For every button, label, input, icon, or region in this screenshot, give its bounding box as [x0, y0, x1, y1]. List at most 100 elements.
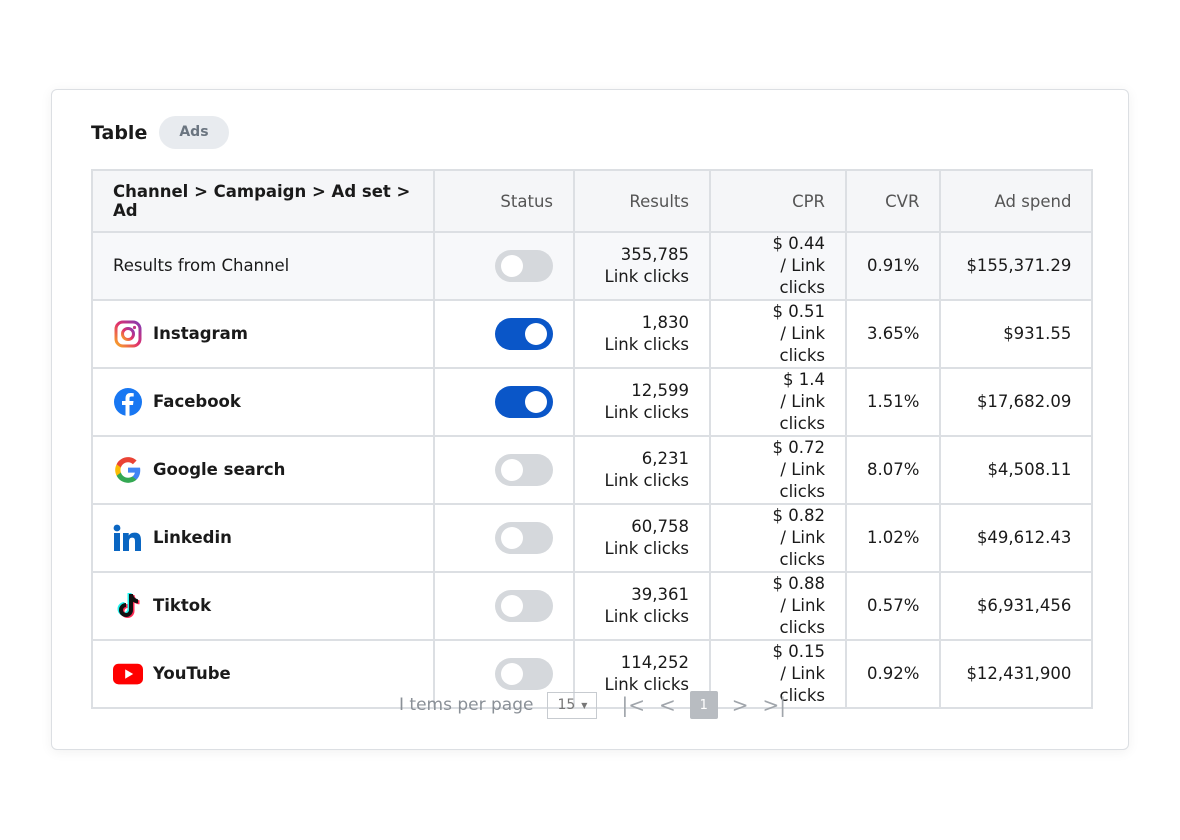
table-row: Linkedin 60,758 Link clicks $ 0.82 / Link …: [91, 503, 1094, 573]
status-toggle[interactable]: [495, 590, 553, 622]
page-button-current[interactable]: 1: [689, 691, 718, 719]
cvr-cell: 3.65%: [844, 299, 942, 369]
results-cell: 39,361 Link clicks: [573, 571, 711, 641]
cpr-unit: / Link clicks: [779, 664, 825, 705]
status-cell: [433, 639, 575, 709]
cvr-cell: 0.57%: [844, 571, 942, 641]
channel-name[interactable]: Facebook: [153, 392, 241, 411]
status-cell: [433, 231, 575, 301]
google-icon: [113, 455, 143, 485]
cpr-cell: $ 0.15 / Link clicks: [709, 639, 847, 709]
last-page-icon[interactable]: >|: [762, 693, 787, 717]
prev-page-icon[interactable]: <: [658, 693, 676, 717]
results-value: 12,599: [631, 381, 689, 400]
cpr-value: $ 0.72: [772, 438, 825, 457]
cpr-cell: $ 0.44 / Link clicks: [709, 231, 847, 301]
results-value: 39,361: [631, 585, 689, 604]
pagination: I tems per page 15 ▼ |< < 1 > >|: [399, 691, 786, 719]
channel-cell: Results from Channel: [91, 231, 435, 301]
ad-spend-cell: $931.55: [939, 299, 1094, 369]
channel-cell: Instagram: [91, 299, 435, 369]
cpr-value: $ 0.82: [772, 506, 825, 525]
items-per-page-value: 15: [557, 697, 576, 713]
status-toggle[interactable]: [495, 454, 553, 486]
cpr-value: $ 0.44: [772, 234, 825, 253]
status-cell: [433, 571, 575, 641]
ad-spend-cell: $49,612.43: [939, 503, 1094, 573]
status-toggle[interactable]: [495, 386, 553, 418]
results-unit: Link clicks: [604, 675, 690, 694]
channel-name[interactable]: Google search: [153, 460, 286, 479]
col-results[interactable]: Results: [573, 169, 711, 233]
results-cell: 355,785 Link clicks: [573, 231, 711, 301]
channel-cell: Tiktok: [91, 571, 435, 641]
results-cell: 12,599 Link clicks: [573, 367, 711, 437]
results-unit: Link clicks: [604, 471, 690, 490]
results-value: 60,758: [631, 517, 689, 536]
channel-name[interactable]: Tiktok: [153, 596, 212, 615]
items-per-page-select[interactable]: 15 ▼: [547, 691, 598, 719]
data-table: Channel > Campaign > Ad set > Ad Status …: [91, 169, 1094, 709]
results-cell: 60,758 Link clicks: [573, 503, 711, 573]
cvr-cell: 1.51%: [844, 367, 942, 437]
summary-row: Results from Channel 355,785 Link clicks …: [91, 231, 1094, 301]
status-toggle[interactable]: [495, 250, 553, 282]
results-value: 355,785: [620, 245, 689, 264]
status-toggle[interactable]: [495, 522, 553, 554]
status-cell: [433, 503, 575, 573]
page-title: Table: [91, 121, 148, 144]
youtube-icon: [113, 659, 143, 689]
channel-name: Results from Channel: [113, 256, 290, 275]
cpr-cell: $ 0.72 / Link clicks: [709, 435, 847, 505]
channel-name[interactable]: Instagram: [153, 324, 249, 343]
status-cell: [433, 435, 575, 505]
ad-spend-cell: $4,508.11: [939, 435, 1094, 505]
results-unit: Link clicks: [604, 335, 690, 354]
cpr-unit: / Link clicks: [779, 528, 825, 569]
results-value: 1,830: [641, 313, 689, 332]
results-value: 114,252: [620, 653, 689, 672]
cpr-cell: $ 0.88 / Link clicks: [709, 571, 847, 641]
cvr-cell: 1.02%: [844, 503, 942, 573]
cpr-value: $ 0.88: [772, 574, 825, 593]
channel-cell: Facebook: [91, 367, 435, 437]
col-channel[interactable]: Channel > Campaign > Ad set > Ad: [91, 169, 435, 233]
cpr-value: $ 0.15: [772, 642, 825, 661]
results-cell: 1,830 Link clicks: [573, 299, 711, 369]
results-cell: 114,252 Link clicks: [573, 639, 711, 709]
channel-name[interactable]: YouTube: [153, 664, 231, 683]
results-cell: 6,231 Link clicks: [573, 435, 711, 505]
cpr-unit: / Link clicks: [779, 392, 825, 433]
channel-cell: Google search: [91, 435, 435, 505]
results-unit: Link clicks: [604, 403, 690, 422]
ad-spend-cell: $155,371.29: [939, 231, 1094, 301]
col-status[interactable]: Status: [433, 169, 575, 233]
status-cell: [433, 299, 575, 369]
results-unit: Link clicks: [604, 267, 690, 286]
ad-spend-cell: $6,931,456: [939, 571, 1094, 641]
cpr-unit: / Link clicks: [779, 460, 825, 501]
table-row: YouTube 114,252 Link clicks $ 0.15 / Link …: [91, 639, 1094, 709]
items-per-page-label: I tems per page: [399, 695, 534, 715]
channel-cell: YouTube: [91, 639, 435, 709]
instagram-icon: [113, 319, 143, 349]
cpr-value: $ 0.51: [772, 302, 825, 321]
status-toggle[interactable]: [495, 318, 553, 350]
channel-cell: Linkedin: [91, 503, 435, 573]
col-cvr[interactable]: CVR: [844, 169, 942, 233]
caret-down-icon: ▼: [581, 700, 588, 710]
table-row: Instagram 1,830 Link clicks $ 0.51 / Link …: [91, 299, 1094, 369]
table-row: Tiktok 39,361 Link clicks $ 0.88 / Link cl…: [91, 571, 1094, 641]
channel-name[interactable]: Linkedin: [153, 528, 232, 547]
cpr-cell: $ 0.82 / Link clicks: [709, 503, 847, 573]
tab-ads[interactable]: Ads: [159, 116, 229, 149]
cpr-unit: / Link clicks: [779, 256, 825, 297]
table-card: Table Ads Channel > Campaign > Ad set > …: [51, 89, 1129, 750]
results-unit: Link clicks: [604, 539, 690, 558]
cvr-cell: 8.07%: [844, 435, 942, 505]
first-page-icon[interactable]: |<: [621, 693, 645, 717]
col-cpr[interactable]: CPR: [709, 169, 847, 233]
col-ad-spend[interactable]: Ad spend: [939, 169, 1094, 233]
status-toggle[interactable]: [495, 658, 553, 690]
next-page-icon[interactable]: >: [731, 693, 749, 717]
